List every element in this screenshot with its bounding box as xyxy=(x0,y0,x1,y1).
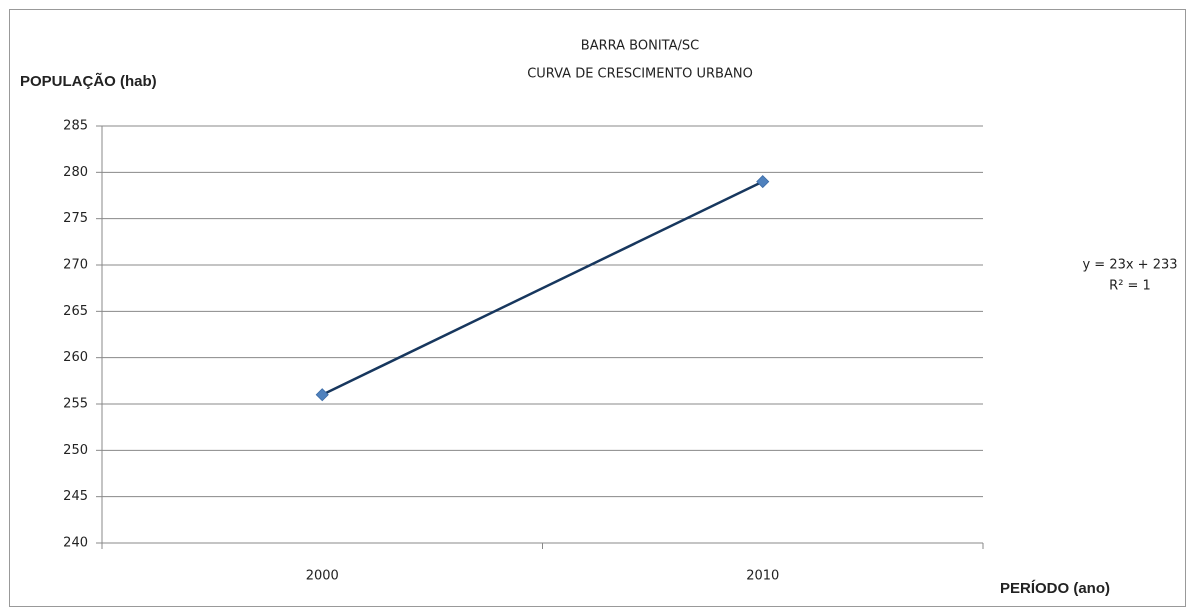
chart-subtitle: CURVA DE CRESCIMENTO URBANO xyxy=(527,67,753,82)
y-tick-label: 255 xyxy=(63,397,88,412)
trendline-equation: y = 23x + 233 xyxy=(1082,258,1177,273)
chart-frame xyxy=(9,9,1186,607)
x-axis-label: PERÍODO (ano) xyxy=(1000,580,1110,597)
chart-title: BARRA BONITA/SC xyxy=(581,39,699,54)
series-line xyxy=(321,180,764,396)
x-tick-label: 2010 xyxy=(746,569,779,584)
y-tick-label: 260 xyxy=(63,350,88,365)
y-tick-label: 285 xyxy=(63,119,88,134)
y-tick-label: 265 xyxy=(63,304,88,319)
trendline-r2: R² = 1 xyxy=(1109,279,1151,294)
y-axis-label: POPULAÇÃO (hab) xyxy=(20,72,157,90)
x-tick-label: 2000 xyxy=(306,569,339,584)
y-tick-label: 275 xyxy=(63,211,88,226)
data-marker xyxy=(315,388,329,402)
y-tick-label: 245 xyxy=(63,489,88,504)
y-tick-label: 280 xyxy=(63,165,88,180)
y-tick-label: 270 xyxy=(63,258,88,273)
data-marker xyxy=(756,175,770,189)
y-tick-label: 240 xyxy=(63,536,88,551)
y-tick-label: 250 xyxy=(63,443,88,458)
